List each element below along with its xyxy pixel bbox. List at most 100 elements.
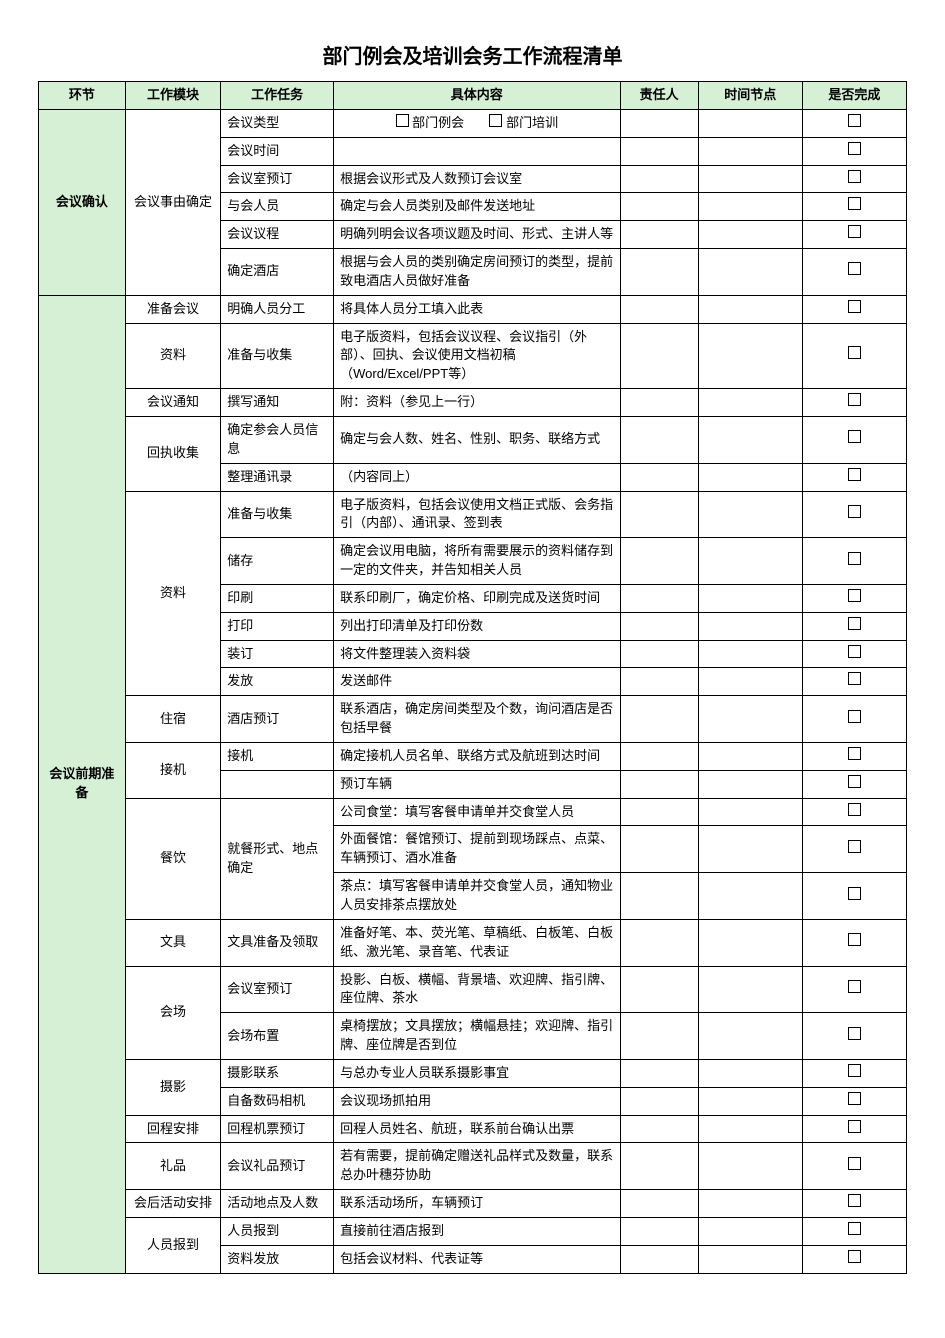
checkbox-icon[interactable]: [848, 589, 861, 602]
checkbox-icon[interactable]: [848, 775, 861, 788]
time-cell: [698, 1143, 802, 1190]
module-cell: 会后活动安排: [125, 1190, 220, 1218]
done-cell[interactable]: [802, 416, 906, 463]
task-cell: 会议时间: [221, 137, 334, 165]
done-cell[interactable]: [802, 966, 906, 1013]
checkbox-icon[interactable]: [848, 142, 861, 155]
col-header-content: 具体内容: [334, 82, 620, 110]
done-cell[interactable]: [802, 798, 906, 826]
checkbox-icon[interactable]: [848, 803, 861, 816]
task-cell: 准备与收集: [221, 323, 334, 389]
done-cell[interactable]: [802, 323, 906, 389]
done-cell[interactable]: [802, 770, 906, 798]
task-cell: 会议类型: [221, 109, 334, 137]
checkbox-icon[interactable]: [396, 114, 409, 127]
checkbox-icon[interactable]: [848, 617, 861, 630]
owner-cell: [620, 538, 698, 585]
done-cell[interactable]: [802, 1013, 906, 1060]
checkbox-icon[interactable]: [848, 1157, 861, 1170]
owner-cell: [620, 1245, 698, 1273]
checkbox-icon[interactable]: [848, 672, 861, 685]
time-cell: [698, 798, 802, 826]
done-cell[interactable]: [802, 1217, 906, 1245]
checkbox-icon[interactable]: [489, 114, 502, 127]
checkbox-icon[interactable]: [848, 747, 861, 760]
done-cell[interactable]: [802, 640, 906, 668]
done-cell[interactable]: [802, 193, 906, 221]
module-cell: 会议事由确定: [125, 109, 220, 295]
content-cell: 外面餐馆：餐馆预订、提前到现场踩点、点菜、车辆预订、酒水准备: [334, 826, 620, 873]
phase-cell: 会议前期准备: [39, 295, 126, 1273]
done-cell[interactable]: [802, 612, 906, 640]
checkbox-icon[interactable]: [848, 262, 861, 275]
done-cell[interactable]: [802, 919, 906, 966]
done-cell[interactable]: [802, 491, 906, 538]
module-cell: 回执收集: [125, 416, 220, 491]
checkbox-icon[interactable]: [848, 1120, 861, 1133]
table-row: 会议确认会议事由确定会议类型 部门例会 部门培训: [39, 109, 907, 137]
done-cell[interactable]: [802, 1059, 906, 1087]
checkbox-icon[interactable]: [848, 887, 861, 900]
checkbox-icon[interactable]: [848, 300, 861, 313]
owner-cell: [620, 416, 698, 463]
content-cell: 桌椅摆放；文具摆放；横幅悬挂；欢迎牌、指引牌、座位牌是否到位: [334, 1013, 620, 1060]
content-cell: 茶点：填写客餐申请单并交食堂人员，通知物业人员安排茶点摆放处: [334, 873, 620, 920]
checkbox-icon[interactable]: [848, 1064, 861, 1077]
task-cell: 确定酒店: [221, 249, 334, 296]
done-cell[interactable]: [802, 221, 906, 249]
owner-cell: [620, 798, 698, 826]
checkbox-icon[interactable]: [848, 710, 861, 723]
table-row: 回程安排回程机票预订回程人员姓名、航班，联系前台确认出票: [39, 1115, 907, 1143]
done-cell[interactable]: [802, 696, 906, 743]
done-cell[interactable]: [802, 1190, 906, 1218]
checkbox-icon[interactable]: [848, 933, 861, 946]
time-cell: [698, 742, 802, 770]
checkbox-icon[interactable]: [848, 197, 861, 210]
checkbox-icon[interactable]: [848, 1222, 861, 1235]
done-cell[interactable]: [802, 463, 906, 491]
owner-cell: [620, 1087, 698, 1115]
checkbox-icon[interactable]: [848, 1194, 861, 1207]
done-cell[interactable]: [802, 1087, 906, 1115]
content-cell: 直接前往酒店报到: [334, 1217, 620, 1245]
done-cell[interactable]: [802, 584, 906, 612]
checkbox-icon[interactable]: [848, 114, 861, 127]
checkbox-icon[interactable]: [848, 225, 861, 238]
done-cell[interactable]: [802, 389, 906, 417]
done-cell[interactable]: [802, 137, 906, 165]
module-cell: 人员报到: [125, 1217, 220, 1273]
checkbox-icon[interactable]: [848, 980, 861, 993]
done-cell[interactable]: [802, 249, 906, 296]
time-cell: [698, 109, 802, 137]
owner-cell: [620, 1115, 698, 1143]
checkbox-icon[interactable]: [848, 645, 861, 658]
checkbox-icon[interactable]: [848, 393, 861, 406]
checkbox-icon[interactable]: [848, 840, 861, 853]
time-cell: [698, 919, 802, 966]
done-cell[interactable]: [802, 1245, 906, 1273]
checkbox-icon[interactable]: [848, 1250, 861, 1263]
done-cell[interactable]: [802, 1143, 906, 1190]
owner-cell: [620, 668, 698, 696]
checkbox-icon[interactable]: [848, 430, 861, 443]
option-dept-training[interactable]: 部门培训: [489, 115, 558, 130]
done-cell[interactable]: [802, 165, 906, 193]
content-cell: 根据会议形式及人数预订会议室: [334, 165, 620, 193]
done-cell[interactable]: [802, 873, 906, 920]
checkbox-icon[interactable]: [848, 346, 861, 359]
done-cell[interactable]: [802, 538, 906, 585]
checkbox-icon[interactable]: [848, 1092, 861, 1105]
done-cell[interactable]: [802, 1115, 906, 1143]
option-dept-meeting[interactable]: 部门例会: [396, 115, 465, 130]
done-cell[interactable]: [802, 109, 906, 137]
done-cell[interactable]: [802, 295, 906, 323]
checkbox-icon[interactable]: [848, 505, 861, 518]
done-cell[interactable]: [802, 668, 906, 696]
done-cell[interactable]: [802, 742, 906, 770]
checkbox-icon[interactable]: [848, 1027, 861, 1040]
checkbox-icon[interactable]: [848, 170, 861, 183]
checkbox-icon[interactable]: [848, 552, 861, 565]
checkbox-icon[interactable]: [848, 468, 861, 481]
time-cell: [698, 640, 802, 668]
done-cell[interactable]: [802, 826, 906, 873]
